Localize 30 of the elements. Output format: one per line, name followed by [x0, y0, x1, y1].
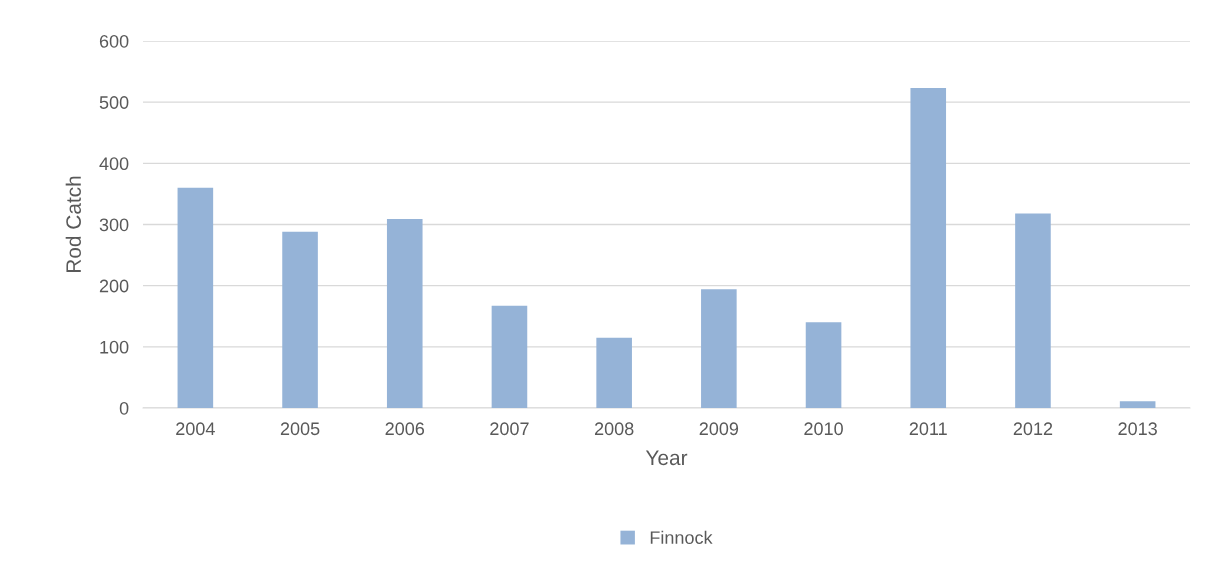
bar	[910, 88, 947, 408]
legend-label: Finnock	[650, 530, 713, 545]
y-tick-label: 500	[99, 96, 129, 109]
x-tick-label: 2007	[490, 422, 529, 436]
x-tick-label: 2012	[1013, 422, 1053, 436]
y-tick-label: 300	[99, 218, 129, 232]
bar	[386, 218, 423, 408]
x-tick-label: 2006	[385, 422, 425, 436]
bar	[491, 305, 528, 408]
x-tick-label: 2011	[909, 422, 947, 436]
x-tick-label: 2008	[594, 422, 634, 436]
x-axis-title: Year	[645, 450, 688, 466]
y-tick-label: 0	[119, 401, 129, 415]
bar	[282, 231, 318, 408]
y-tick-label: 400	[99, 157, 129, 171]
bar	[1119, 401, 1156, 408]
bar	[805, 322, 842, 408]
bar	[177, 187, 214, 408]
x-tick-label: 2005	[280, 422, 320, 436]
x-tick-label: 2013	[1118, 422, 1157, 436]
y-tick-label: 600	[99, 34, 129, 48]
x-tick-label: 2004	[176, 422, 215, 436]
y-tick-label: 200	[99, 279, 129, 293]
bar	[596, 337, 632, 408]
y-axis-title: Rod Catch	[65, 176, 81, 272]
x-tick-label: 2010	[804, 422, 843, 436]
bar	[701, 289, 737, 408]
bar	[1015, 213, 1051, 408]
y-tick-label: 100	[100, 340, 129, 354]
x-tick-label: 2009	[699, 422, 739, 436]
